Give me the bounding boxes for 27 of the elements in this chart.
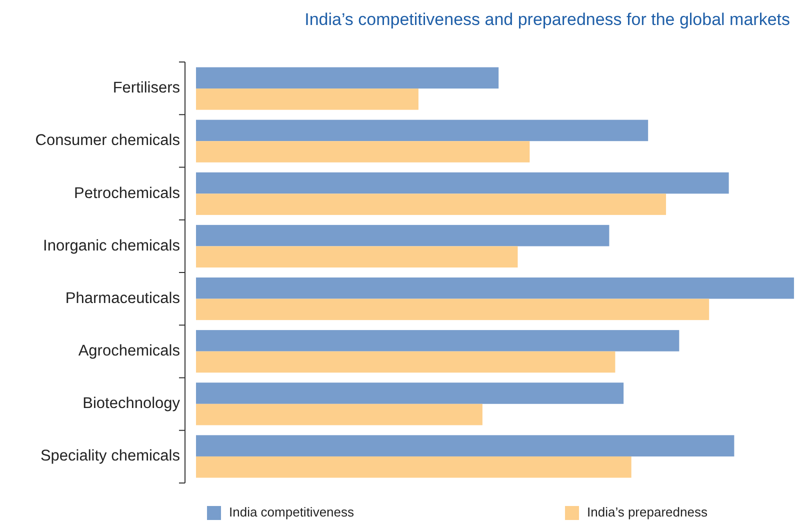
bar (196, 435, 734, 456)
bar (196, 67, 499, 89)
bar (196, 224, 610, 246)
legend-label: India competitiveness (229, 504, 355, 520)
bar (196, 456, 632, 478)
y-tick-label: Fertilisers (112, 80, 180, 97)
y-tick-label: Biotechnology (82, 394, 180, 412)
y-tick-label: Inorganic chemicals (43, 237, 180, 254)
bar (196, 172, 729, 194)
chart-title: India’s competitiveness and preparedness for the global markets (304, 10, 790, 29)
bar (196, 404, 482, 426)
y-tick-label: Agrochemicals (78, 342, 180, 360)
y-tick-label: Petrochemicals (74, 184, 180, 202)
bar (196, 351, 616, 373)
bar (196, 277, 794, 299)
bar (196, 120, 648, 142)
bar (196, 330, 680, 352)
y-tick-label: Speciality chemicals (40, 448, 180, 465)
legend-label: India’s preparedness (587, 504, 708, 520)
y-tick-label: Consumer chemicals (35, 132, 180, 150)
bar (196, 298, 710, 320)
bar (196, 194, 666, 215)
bar (196, 246, 518, 268)
y-tick-label: Pharmaceuticals (65, 290, 180, 307)
bar (196, 88, 418, 110)
bar (196, 141, 530, 162)
bar (196, 382, 624, 404)
